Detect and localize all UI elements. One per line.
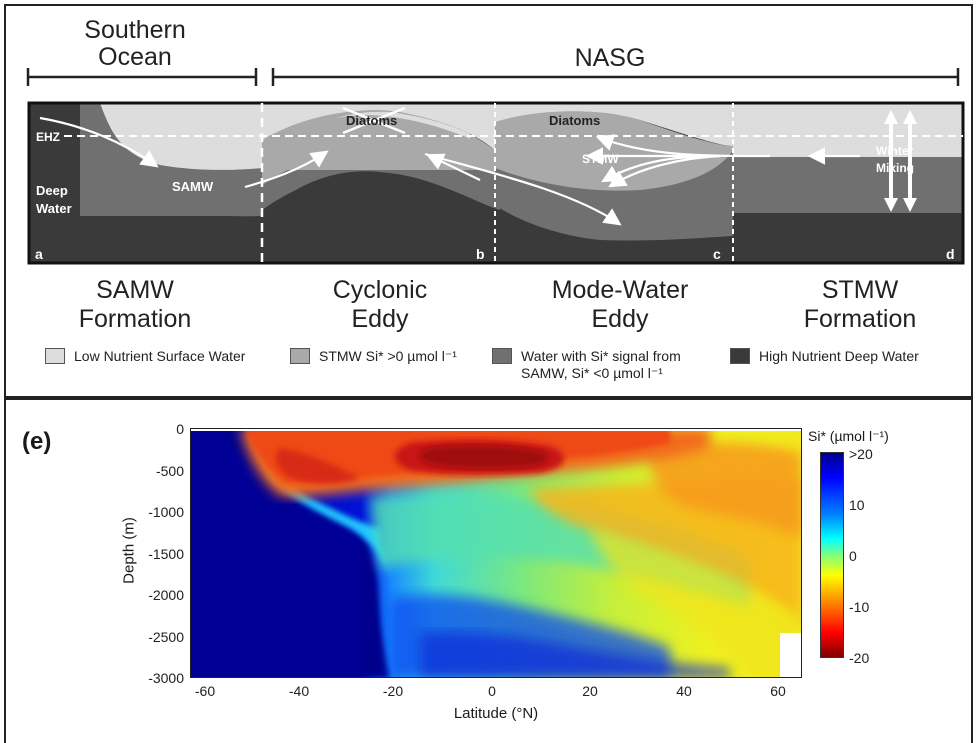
legend-high-nutrient: High Nutrient Deep Water (730, 348, 919, 365)
winter-mixing-label-1: Winter (876, 144, 914, 158)
ehz-label: EHZ (36, 130, 60, 144)
legend-label-stmw: STMW Si* >0 µmol l⁻¹ (319, 348, 457, 364)
caption-stmw-formation: STMW Formation (780, 276, 940, 334)
deep-water-dome (262, 171, 495, 263)
y-tick-3000: -3000 (148, 670, 184, 686)
diatoms-crossed-label: Diatoms (346, 113, 397, 128)
flow-arrows (39, 116, 860, 226)
y-tick-1000: -1000 (148, 504, 184, 520)
legend-low-nutrient: Low Nutrient Surface Water (45, 348, 245, 365)
bottom-panel-frame (4, 398, 973, 743)
si-star-heatmap (190, 428, 802, 678)
legend-swatch-samw-signal (492, 348, 512, 364)
legend-label-low-nutrient: Low Nutrient Surface Water (74, 348, 246, 364)
panel-letter-b: b (476, 246, 485, 262)
caption-b-line1: Cyclonic (332, 276, 428, 304)
y-tick-0: 0 (176, 421, 184, 437)
legend-label-samw-signal: Water with Si* signal from SAMW, Si* <0 … (521, 348, 681, 381)
x-tick-0: 0 (488, 683, 496, 699)
surface-water-layer (100, 103, 963, 170)
southern-ocean-line1: Southern (84, 16, 186, 44)
x-tick-neg20: -20 (382, 683, 404, 699)
southern-ocean-bracket (26, 68, 258, 86)
legend-stmw: STMW Si* >0 µmol l⁻¹ (290, 348, 457, 365)
y-tick-2000: -2000 (148, 587, 184, 603)
caption-mode-water-eddy: Mode-Water Eddy (530, 276, 710, 334)
y-axis-label: Depth (m) (120, 517, 138, 584)
colorbar-label: Si* (µmol l⁻¹) (808, 428, 889, 444)
top-diagram: EHZ Deep Water SAMW Diatoms Diatoms STMW… (26, 68, 965, 265)
x-tick-60: 60 (770, 683, 786, 699)
caption-samw-formation: SAMW Formation (55, 276, 215, 334)
y-tick-1500: -1500 (148, 546, 184, 562)
deep-water-label-2: Water (36, 201, 72, 216)
caption-b-line2: Eddy (351, 305, 409, 333)
legend-samw-signal: Water with Si* signal from SAMW, Si* <0 … (492, 348, 722, 382)
samw-label: SAMW (172, 179, 214, 194)
legend-swatch-low-nutrient (45, 348, 65, 364)
colorbar-tick-0: 0 (849, 548, 857, 564)
caption-a-line2: Formation (78, 305, 192, 333)
diatoms-label: Diatoms (549, 113, 600, 128)
x-tick-neg60: -60 (194, 683, 216, 699)
colorbar-tick-10: 10 (849, 497, 865, 513)
southern-ocean-line2: Ocean (98, 43, 172, 71)
top-panel-frame (4, 4, 973, 398)
x-axis-label: Latitude (°N) (453, 705, 539, 722)
colorbar-tick-20: >20 (849, 446, 873, 462)
stmw-label: STMW (582, 152, 619, 166)
colorbar-tick-neg20: -20 (849, 650, 870, 666)
x-tick-20: 20 (582, 683, 598, 699)
southern-ocean-label: Southern Ocean (60, 17, 210, 71)
x-tick-40: 40 (676, 683, 692, 699)
legend-swatch-high-nutrient (730, 348, 750, 364)
caption-c-line1: Mode-Water (551, 276, 689, 304)
colorbar-tick-neg10: -10 (849, 599, 870, 615)
caption-a-line1: SAMW (96, 276, 174, 304)
y-tick-500: -500 (155, 463, 184, 479)
nasg-label: NASG (574, 44, 646, 72)
deep-water-label-1: Deep (36, 183, 68, 198)
caption-d-line2: Formation (803, 305, 917, 333)
legend-swatch-stmw (290, 348, 310, 364)
winter-mixing-label-2: Mixing (876, 161, 914, 175)
colorbar (820, 452, 844, 658)
caption-c-line2: Eddy (591, 305, 649, 333)
panel-letter-c: c (713, 246, 721, 262)
panel-letter-a: a (35, 246, 43, 262)
panel-letter-d: d (946, 246, 955, 262)
panel-letter-e: (e) (22, 428, 52, 455)
nasg-bracket (271, 68, 960, 86)
caption-d-line1: STMW (821, 276, 899, 304)
legend-label-high-nutrient: High Nutrient Deep Water (759, 348, 919, 364)
y-tick-2500: -2500 (148, 629, 184, 645)
caption-cyclonic-eddy: Cyclonic Eddy (300, 276, 460, 334)
x-tick-neg40: -40 (288, 683, 310, 699)
water-layers (29, 103, 963, 263)
